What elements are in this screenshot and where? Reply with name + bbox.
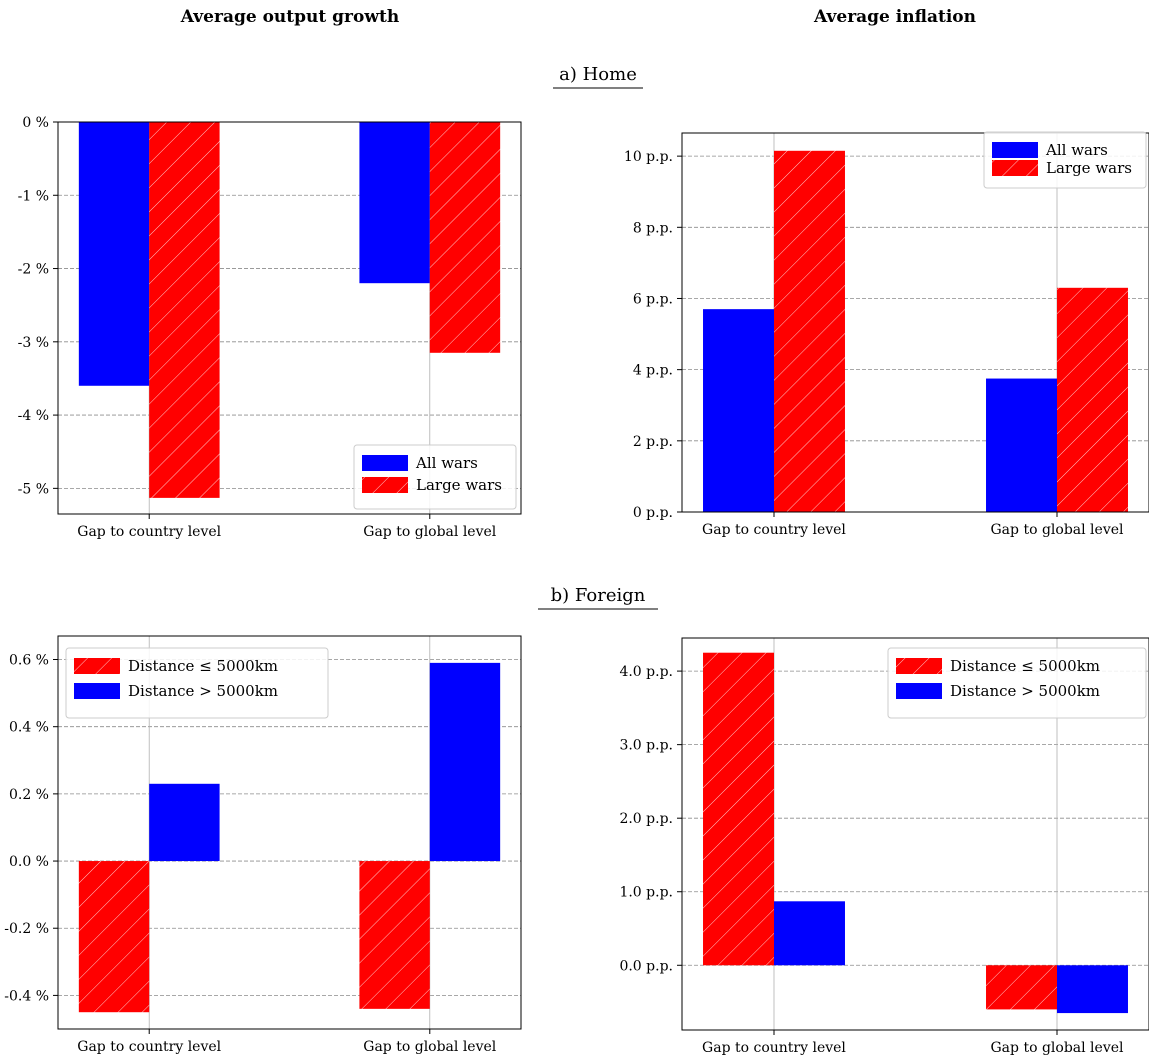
bar-red-global — [986, 965, 1058, 1010]
y-tick-label: -4 % — [18, 408, 49, 424]
x-tick-label: Gap to global level — [991, 1040, 1125, 1056]
bar-red-global — [359, 861, 430, 1009]
y-tick-label: 2 p.p. — [633, 434, 673, 450]
legend-swatch-red — [992, 160, 1038, 176]
bar-red-country — [149, 122, 220, 498]
legend-box — [887, 647, 1147, 719]
foreign-output-growth-chart: 0.6 % 0.4 % 0.2 % 0.0 % -0.2 % -0.4 % Gap to c… — [4, 635, 522, 1055]
legend-label: Distance > 5000km — [128, 682, 278, 700]
y-tick-label: 0 p.p. — [633, 505, 673, 521]
y-tick-label: 4 p.p. — [633, 363, 673, 379]
legend-label: Distance > 5000km — [950, 682, 1100, 700]
legend-swatch-blue — [74, 683, 120, 699]
bar-blue-country — [703, 309, 774, 512]
x-tick-label: Gap to global level — [363, 524, 497, 540]
y-tick-label: -1 % — [18, 188, 49, 204]
y-tick-label: 2.0 p.p. — [619, 811, 673, 827]
plot-frame — [57, 635, 522, 1030]
home-inflation-chart: 0 p.p. 2 p.p. 4 p.p. 6 p.p. 8 p.p. 10 p.p. Gap… — [624, 131, 1149, 538]
y-tick-label: -0.2 % — [4, 921, 49, 937]
plot-frame — [57, 121, 522, 515]
legend-label: All wars — [1045, 141, 1108, 159]
y-tick-label: 0.0 p.p. — [619, 958, 673, 974]
foreign-panel-title: b) Foreign — [551, 585, 646, 606]
bar-blue-global — [359, 122, 430, 284]
y-tick-label: -5 % — [18, 481, 49, 497]
x-tick-label: Gap to global level — [363, 1039, 497, 1055]
legend-swatch-blue — [362, 455, 408, 471]
y-tick-label: 10 p.p. — [624, 149, 673, 165]
home-output-growth-chart: 0 % -1 % -2 % -3 % -4 % -5 % Gap to country le… — [18, 115, 522, 540]
legend-label: Large wars — [1046, 159, 1132, 177]
legend-swatch-blue — [896, 683, 942, 699]
bar-blue-global — [986, 378, 1058, 512]
home-panel-title: a) Home — [559, 64, 637, 85]
legend-label: All wars — [415, 454, 478, 472]
bar-blue-country — [78, 122, 150, 386]
x-tick-label: Gap to global level — [991, 522, 1125, 538]
bar-red-country — [703, 652, 774, 966]
bar-blue-global — [429, 662, 501, 862]
y-tick-label: -3 % — [18, 335, 49, 351]
plot-frame — [681, 637, 1149, 1031]
foreign-inflation-chart: 4.0 p.p. 3.0 p.p. 2.0 p.p. 1.0 p.p. 0.0 p.p.… — [619, 637, 1149, 1056]
bar-red-global — [1057, 287, 1128, 512]
y-tick-label: 4.0 p.p. — [619, 664, 673, 680]
x-tick-label: Gap to country level — [77, 524, 221, 540]
y-tick-label: 0.0 % — [9, 854, 49, 870]
y-tick-label: 3.0 p.p. — [619, 738, 673, 754]
y-tick-label: -2 % — [18, 262, 49, 278]
x-tick-label: Gap to country level — [77, 1039, 221, 1055]
y-tick-label: 6 p.p. — [633, 291, 673, 307]
legend-label: Distance ≤ 5000km — [128, 657, 278, 675]
y-tick-label: 0 % — [22, 115, 49, 131]
plot-frame — [681, 132, 1149, 513]
legend-label: Distance ≤ 5000km — [950, 657, 1100, 675]
x-tick-label: Gap to country level — [702, 1040, 846, 1056]
legend-swatch-red — [362, 477, 408, 493]
legend-label: Large wars — [416, 476, 502, 494]
x-tick-label: Gap to country level — [702, 522, 846, 538]
right-column-title: Average inflation — [813, 7, 976, 27]
legend-swatch-red — [74, 658, 120, 674]
bar-blue-country — [149, 783, 220, 862]
bar-blue-global — [1057, 965, 1128, 1014]
y-tick-label: 8 p.p. — [633, 220, 673, 236]
bar-red-country — [773, 150, 845, 512]
legend-box — [65, 647, 329, 719]
legend-swatch-red — [896, 658, 942, 674]
y-tick-label: 0.4 % — [9, 720, 49, 736]
left-column-title: Average output growth — [180, 7, 399, 27]
bar-red-country — [78, 861, 150, 1013]
bar-blue-country — [773, 901, 845, 966]
y-tick-label: 1.0 p.p. — [619, 885, 673, 901]
y-tick-label: 0.6 % — [9, 653, 49, 669]
bar-red-global — [429, 122, 501, 353]
legend-swatch-blue — [992, 142, 1038, 158]
y-tick-label: -0.4 % — [4, 988, 49, 1004]
y-tick-label: 0.2 % — [9, 787, 49, 803]
